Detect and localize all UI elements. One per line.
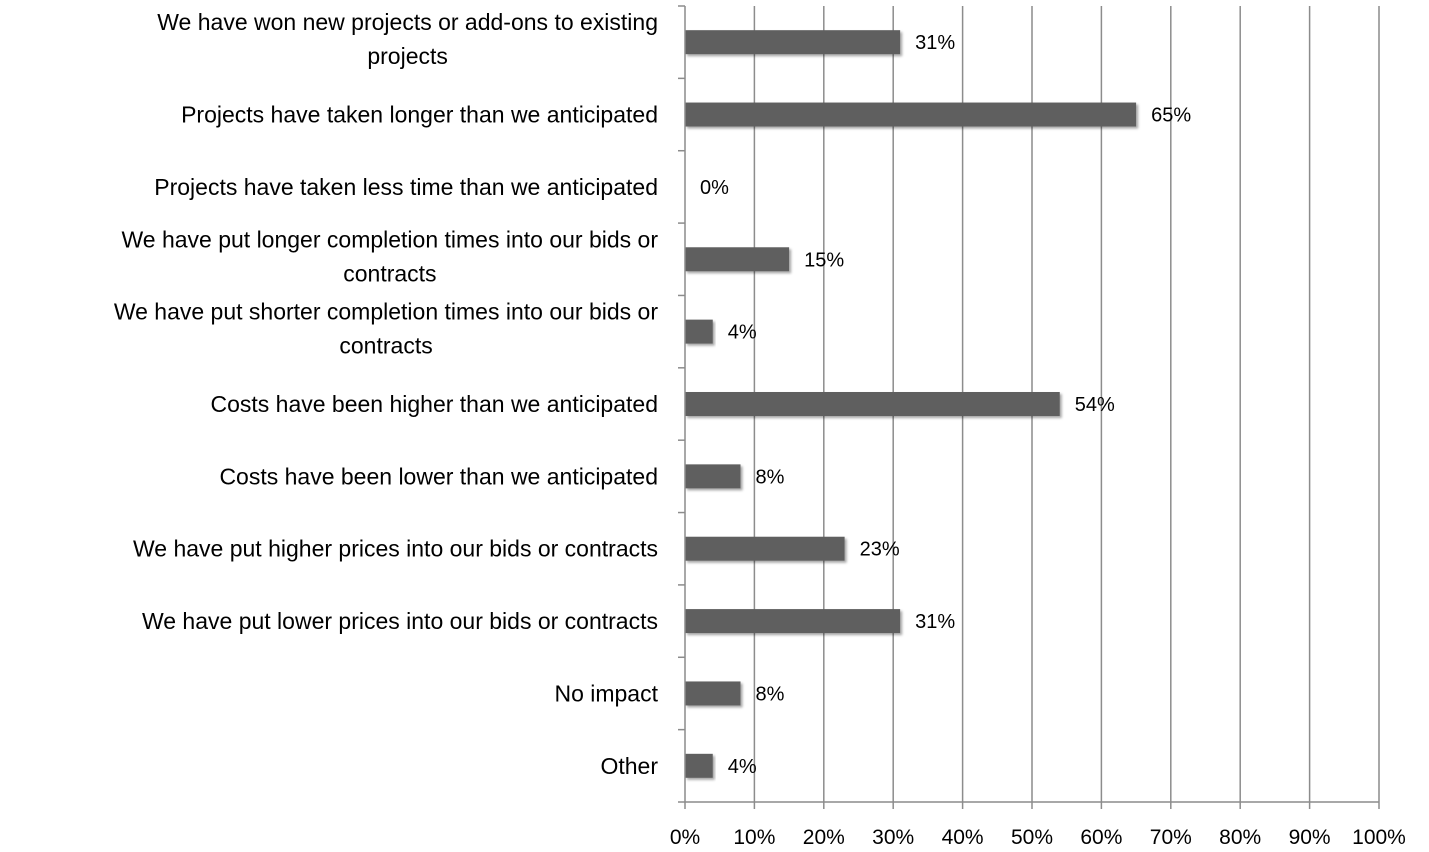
- category-label: Other: [600, 753, 658, 779]
- x-tick-label: 90%: [1289, 826, 1331, 849]
- data-label: 54%: [1075, 394, 1115, 416]
- category-label: Projects have taken less time than we an…: [154, 174, 658, 200]
- x-tick-label: 30%: [872, 826, 914, 849]
- data-label: 4%: [728, 756, 757, 778]
- bar: [685, 392, 1060, 416]
- category-label: Projects have taken longer than we antic…: [181, 102, 658, 128]
- x-tick-label: 0%: [670, 826, 700, 849]
- data-label: 15%: [804, 249, 844, 271]
- data-label: 8%: [756, 683, 785, 705]
- category-label: Costs have been higher than we anticipat…: [210, 391, 658, 417]
- x-tick-label: 10%: [733, 826, 775, 849]
- bar: [685, 609, 901, 634]
- category-label: No impact: [554, 680, 658, 706]
- category-label: We have put lower prices into our bids o…: [142, 608, 658, 634]
- x-tick-label: 20%: [803, 826, 845, 849]
- category-label: We have put longer completion times into…: [121, 226, 658, 252]
- bar: [685, 102, 1137, 127]
- x-tick-label: 60%: [1080, 826, 1122, 849]
- data-label: 4%: [728, 322, 757, 344]
- category-label: contracts: [343, 260, 436, 286]
- data-label: 31%: [915, 32, 955, 54]
- data-label: 8%: [756, 466, 785, 488]
- category-label: projects: [367, 43, 448, 69]
- x-tick-label: 100%: [1352, 826, 1406, 849]
- bar: [685, 681, 741, 706]
- bar: [685, 247, 790, 272]
- category-label: contracts: [339, 333, 432, 359]
- bar: [685, 536, 845, 561]
- x-tick-label: 40%: [942, 826, 984, 849]
- bar: [685, 30, 901, 55]
- category-label: We have put higher prices into our bids …: [133, 536, 658, 562]
- category-label: Costs have been lower than we anticipate…: [219, 463, 658, 489]
- data-label: 23%: [860, 539, 900, 561]
- x-tick-label: 70%: [1150, 826, 1192, 849]
- axes: [678, 5, 1380, 809]
- category-label: We have put shorter completion times int…: [114, 299, 659, 325]
- x-tick-label: 80%: [1219, 826, 1261, 849]
- bar: [685, 753, 713, 778]
- data-label: 0%: [700, 177, 729, 199]
- category-label: We have won new projects or add-ons to e…: [157, 9, 658, 35]
- x-tick-label: 50%: [1011, 826, 1053, 849]
- data-label: 65%: [1151, 105, 1191, 127]
- bars: [685, 30, 1137, 778]
- bar: [685, 319, 713, 344]
- labels: 0% 10% 20% 30% 40% 50% 60% 70% 80% 90% 100% 31% We h…: [114, 9, 1406, 849]
- bar: [685, 464, 741, 489]
- data-label: 31%: [915, 611, 955, 633]
